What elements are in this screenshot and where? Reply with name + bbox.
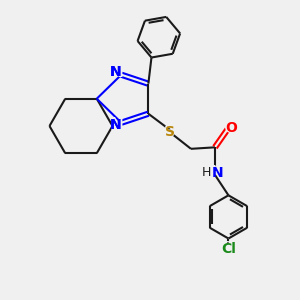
Text: N: N <box>110 65 122 79</box>
Text: N: N <box>110 118 122 132</box>
Text: S: S <box>165 125 175 139</box>
Text: S: S <box>164 123 175 141</box>
Text: N: N <box>211 164 224 182</box>
Text: N: N <box>110 65 122 79</box>
Text: N: N <box>212 166 223 180</box>
Text: N: N <box>110 118 122 132</box>
Text: H: H <box>201 166 211 179</box>
Text: N: N <box>109 116 123 134</box>
Text: N: N <box>109 63 123 81</box>
Text: O: O <box>225 121 237 135</box>
Text: Cl: Cl <box>220 240 237 258</box>
Text: Cl: Cl <box>221 242 236 256</box>
Text: O: O <box>224 119 238 137</box>
